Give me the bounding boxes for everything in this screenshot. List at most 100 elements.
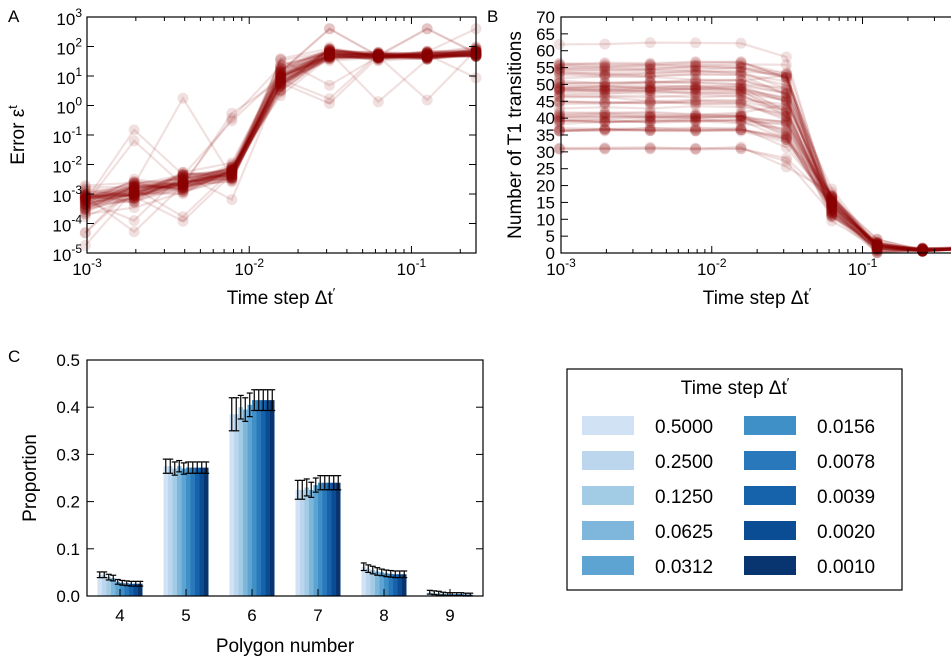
panel-a-point: [128, 196, 140, 208]
panel-a-point: [421, 50, 433, 62]
panel-b-point: [917, 243, 929, 255]
panel-b-point: [735, 117, 747, 129]
legend-swatch: [744, 486, 796, 505]
panel-b-run-line: [559, 126, 951, 251]
panel-a-point: [421, 47, 433, 59]
panel-a-point: [421, 46, 433, 58]
panel-a-point: [79, 203, 91, 215]
panel-b-run-line: [559, 73, 951, 253]
panel-a-point: [372, 48, 384, 60]
panel-b-point: [826, 199, 838, 211]
panel-a-point: [128, 179, 140, 191]
panel-b-point: [599, 61, 611, 73]
panel-b-point: [780, 117, 792, 129]
panel-b-point: [826, 206, 838, 218]
panel-a-point: [128, 173, 140, 185]
panel-b-run-line: [559, 67, 951, 253]
panel-a-point: [421, 53, 433, 65]
panel-b-point: [599, 109, 611, 121]
panel-a-point: [323, 48, 335, 60]
panel-b-point: [735, 89, 747, 101]
panel-b-point: [553, 111, 565, 123]
panel-a-point: [275, 73, 287, 85]
panel-a-run-line: [84, 49, 477, 204]
panel-a-point: [79, 196, 91, 208]
panel-a-point: [79, 180, 91, 192]
panel-a-point: [323, 50, 335, 62]
panel-a-ytick-label: 10-1: [52, 124, 82, 147]
panel-a-point: [226, 161, 238, 173]
panel-a-point: [275, 69, 287, 81]
panel-b-point: [826, 196, 838, 208]
panel-b-point: [599, 57, 611, 69]
panel-b-point: [780, 112, 792, 124]
panel-c-bar: [313, 485, 318, 596]
panel-a-point: [421, 50, 433, 62]
panel-b-point: [644, 77, 656, 89]
panel-b-run-line: [559, 78, 951, 252]
panel-a-point: [226, 164, 238, 176]
panel-b-point: [553, 113, 565, 125]
panel-b-point: [871, 240, 883, 252]
panel-a-point: [226, 165, 238, 177]
panel-b-run-line: [559, 147, 951, 252]
panel-c-ylabel: Proportion: [20, 434, 41, 522]
panel-b-point: [599, 123, 611, 135]
panel-b-point: [826, 189, 838, 201]
legend-swatch: [744, 451, 796, 470]
panel-b-point: [871, 239, 883, 251]
panel-a-point: [177, 176, 189, 188]
panel-b-run-line: [559, 126, 951, 251]
panel-a-point: [128, 176, 140, 188]
panel-a-point: [128, 181, 140, 193]
panel-a-point: [128, 190, 140, 202]
panel-b-point: [690, 144, 702, 156]
panel-b-point: [826, 201, 838, 213]
panel-b-run-line: [559, 105, 951, 253]
panel-b-point: [735, 114, 747, 126]
panel-b-point: [644, 67, 656, 79]
panel-b-point: [871, 238, 883, 250]
panel-b-run-line: [559, 60, 951, 252]
panel-a-point: [128, 182, 140, 194]
legend-swatch: [582, 451, 634, 470]
panel-b-ytick-label: 35: [536, 126, 555, 145]
panel-a-point: [177, 215, 189, 227]
panel-c-bar: [402, 574, 407, 596]
panel-b-point: [735, 97, 747, 109]
panel-c-bar: [247, 404, 252, 596]
panel-b-point: [735, 62, 747, 74]
panel-b-point: [644, 57, 656, 69]
panel-a-point: [372, 52, 384, 64]
panel-a-point: [323, 45, 335, 57]
panel-a-point: [323, 51, 335, 63]
panel-b-point: [553, 72, 565, 84]
panel-a-point: [226, 168, 238, 180]
panel-a-point: [226, 107, 238, 119]
panel-b-point: [735, 80, 747, 92]
panel-b-point: [917, 243, 929, 255]
panel-a-point: [275, 77, 287, 89]
panel-b-point: [871, 241, 883, 253]
panel-a-point: [177, 169, 189, 181]
panel-a-point: [372, 48, 384, 60]
panel-b-point: [599, 80, 611, 92]
panel-b-run-line: [559, 114, 951, 253]
panel-a-point: [128, 180, 140, 192]
panel-a-point: [421, 47, 433, 59]
panel-b-run-line: [559, 110, 951, 253]
panel-a-point: [226, 162, 238, 174]
panel-a-point: [226, 166, 238, 178]
legend-label: 0.0625: [655, 522, 713, 543]
panel-a-point: [177, 188, 189, 200]
panel-a-point: [323, 48, 335, 60]
panel-b-point: [871, 240, 883, 252]
panel-a-point: [421, 50, 433, 62]
panel-a-point: [275, 63, 287, 75]
panel-b-run-line: [559, 65, 951, 252]
panel-b-run-line: [559, 126, 951, 252]
panel-a-point: [372, 52, 384, 64]
panel-a-point: [226, 174, 238, 186]
panel-c-bar: [265, 400, 270, 596]
panel-b-point: [871, 240, 883, 252]
